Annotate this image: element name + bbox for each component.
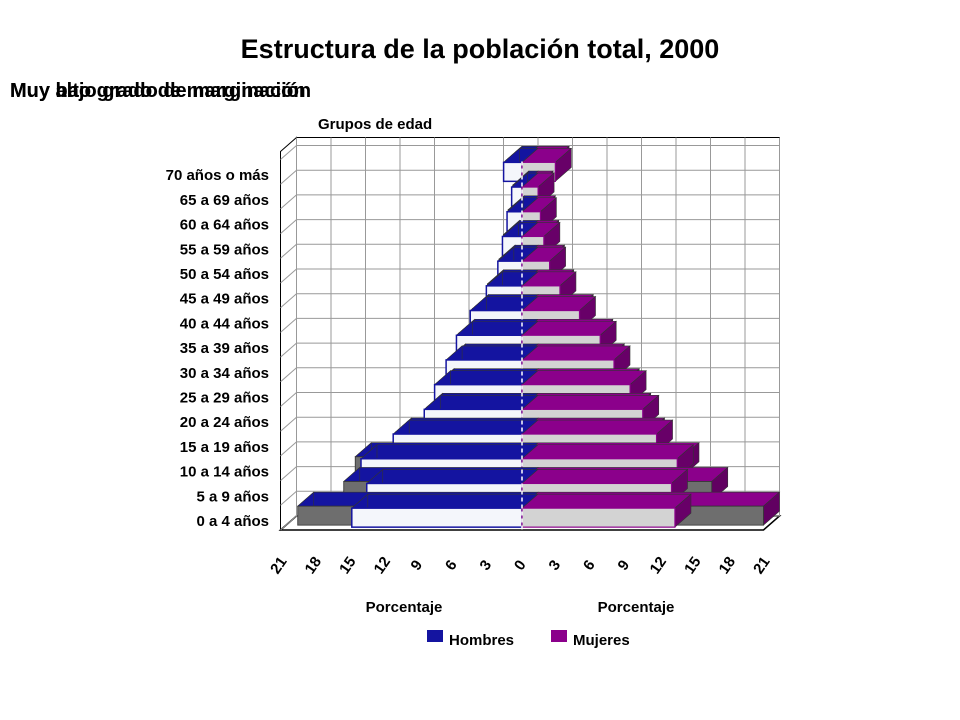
- x-tick-label: 21: [267, 554, 290, 577]
- bar-bajo-hombres-top: [365, 469, 539, 484]
- legend-label: Hombres: [449, 632, 514, 649]
- grid-side-line: [280, 318, 297, 333]
- category-label: 35 a 39 años: [180, 340, 269, 357]
- bar-bajo-hombres-front: [502, 161, 523, 183]
- category-label: 40 a 44 años: [180, 315, 269, 332]
- subtitle-muy-bajo: Muy bajo grado de marginación: [10, 80, 312, 102]
- category-label: 0 a 4 años: [196, 513, 269, 530]
- grid-side-line: [280, 392, 297, 407]
- category-label: 5 a 9 años: [196, 488, 269, 505]
- bar-bajo-mujeres-top: [521, 493, 692, 509]
- x-tick-label: 15: [336, 554, 359, 577]
- grid-side-line: [280, 367, 297, 383]
- x-axis-label-right: Porcentaje: [598, 599, 675, 616]
- grid-side-line: [280, 441, 297, 457]
- bar-bajo-mujeres-front: [521, 507, 676, 528]
- bar-bajo-hombres-front: [351, 507, 523, 528]
- bar-bajo-hombres: [351, 493, 539, 528]
- category-label: 55 a 59 años: [180, 241, 269, 258]
- x-tick-label: 3: [476, 557, 495, 574]
- grid-side-line: [280, 490, 297, 506]
- grid-side-line: [280, 342, 297, 358]
- x-tick-label: 18: [716, 554, 739, 577]
- x-axis-label-left: Porcentaje: [366, 599, 443, 616]
- y-axis-label: Grupos de edad: [318, 116, 432, 133]
- grid-side-line: [280, 466, 297, 481]
- bar-bajo-hombres-top: [392, 419, 539, 435]
- legend-label: Mujeres: [573, 632, 630, 649]
- category-label: 30 a 34 años: [180, 365, 269, 382]
- bar-bajo-mujeres-top: [521, 345, 631, 361]
- legend-swatch: [427, 630, 443, 642]
- bar-bajo-mujeres-top: [521, 444, 695, 460]
- bar-bajo-mujeres-top: [521, 469, 689, 484]
- x-tick-label: 9: [407, 557, 426, 574]
- grid-side-line: [280, 145, 297, 160]
- grid-side-line: [280, 219, 297, 234]
- category-label: 60 a 64 años: [180, 217, 269, 234]
- page-title: Estructura de la población total, 2000: [240, 34, 720, 64]
- chart-bars: [296, 145, 781, 530]
- category-label: 65 a 69 años: [180, 192, 269, 209]
- bar-bajo-mujeres-top: [521, 370, 647, 385]
- grid-side-line: [280, 515, 297, 531]
- bar-bajo-mujeres-top: [521, 395, 660, 410]
- bar-bajo-hombres: [510, 172, 539, 207]
- bar-bajo-hombres-top: [351, 493, 539, 509]
- category-label: 45 a 49 años: [180, 291, 269, 308]
- x-tick-label: 15: [681, 554, 704, 577]
- legend-swatch: [551, 630, 567, 642]
- grid-side-line: [280, 243, 297, 259]
- bar-bajo-mujeres-top: [521, 419, 674, 435]
- grid-side-line: [280, 416, 297, 432]
- bar-bajo-hombres: [502, 147, 539, 183]
- category-label: 70 años o más: [166, 167, 269, 184]
- grid-side-line: [280, 169, 297, 185]
- bar-bajo-hombres-top: [360, 444, 539, 460]
- x-tick-label: 12: [647, 554, 670, 577]
- x-tick-label: 6: [580, 557, 599, 574]
- category-label: 20 a 24 años: [180, 414, 269, 431]
- bar-bajo-hombres-top: [423, 395, 539, 410]
- x-tick-label: 12: [371, 554, 394, 577]
- x-tick-label: 21: [750, 554, 773, 577]
- grid-side-line: [280, 194, 297, 210]
- bar-bajo-mujeres-top: [521, 320, 617, 336]
- x-tick-label: 9: [614, 557, 633, 574]
- y-axis-categories: 0 a 4 años 5 a 9 años 10 a 14 años 15 a 19 …: [166, 167, 269, 530]
- x-tick-label: 0: [511, 557, 530, 574]
- x-axis-ticks: 21 18 15 12 9 6 3 0 3 6 9 12 15 18 21: [267, 554, 773, 577]
- grid-side-line: [280, 268, 297, 284]
- category-label: 10 a 14 años: [180, 464, 269, 481]
- category-label: 50 a 54 años: [180, 266, 269, 283]
- bar-bajo-mujeres: [521, 493, 692, 528]
- x-tick-label: 3: [545, 557, 564, 574]
- chart-legend: Hombres Mujeres: [427, 630, 630, 649]
- subtitle-muy-alto: Muy alto grado de marginación: [10, 80, 306, 102]
- category-label: 15 a 19 años: [180, 439, 269, 456]
- x-tick-label: 18: [302, 554, 325, 577]
- category-label: 25 a 29 años: [180, 390, 269, 407]
- x-tick-label: 6: [442, 557, 461, 574]
- grid-side-line: [280, 293, 297, 309]
